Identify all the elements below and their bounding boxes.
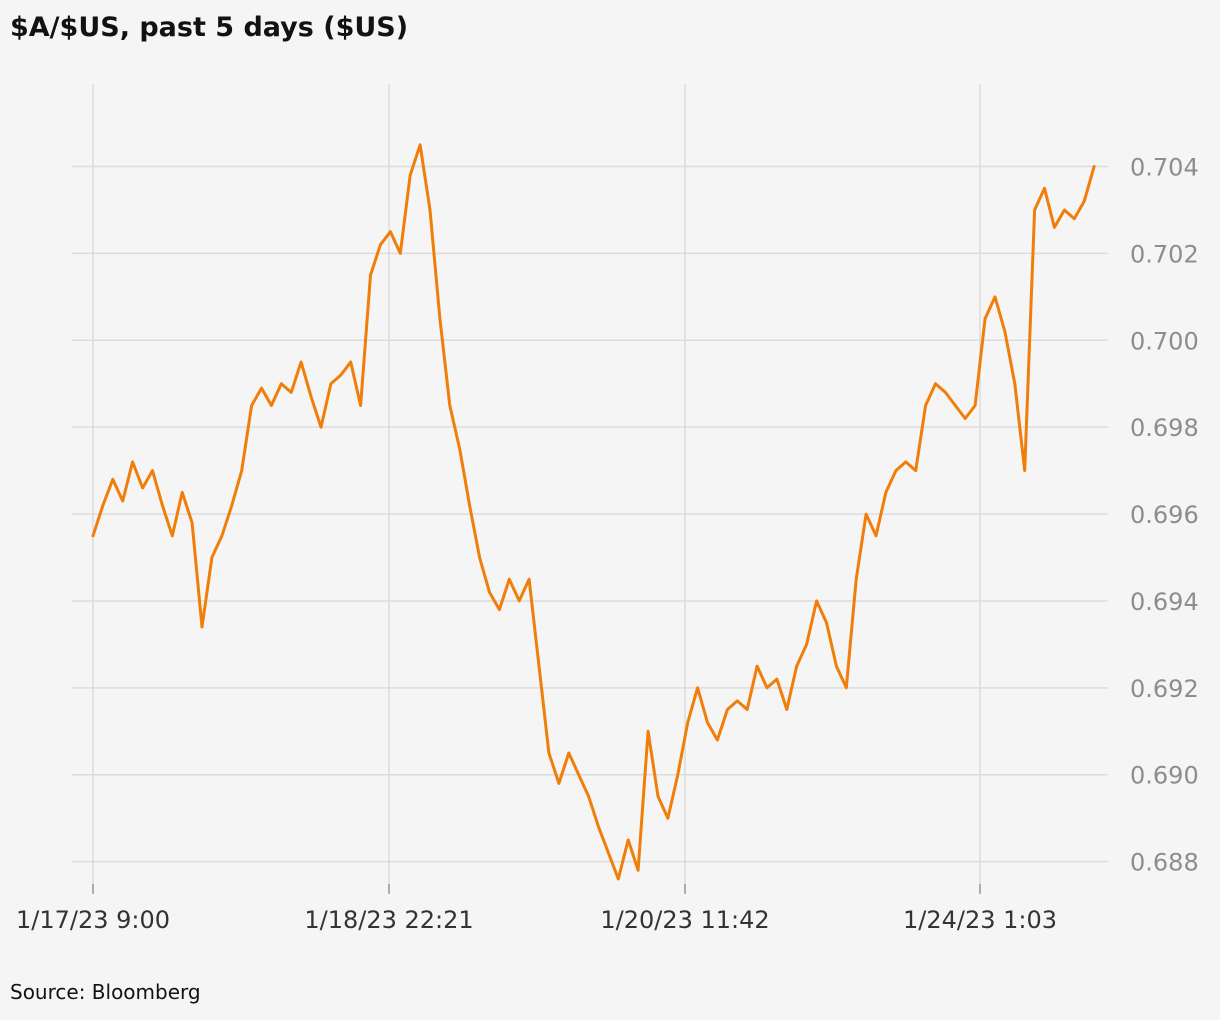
- y-tick-label: 0.704: [1130, 154, 1199, 182]
- chart-title: $A/$US, past 5 days ($US): [10, 12, 409, 43]
- y-tick-label: 0.688: [1130, 849, 1199, 877]
- y-tick-label: 0.694: [1130, 588, 1199, 616]
- y-tick-label: 0.692: [1130, 675, 1199, 703]
- series-layer: [91, 143, 1096, 881]
- y-axis-labels: 0.704 0.702 0.700 0.698 0.696 0.694 0.692 0.690…: [1130, 154, 1199, 877]
- y-tick-label: 0.700: [1130, 327, 1199, 355]
- x-tick-label: 1/17/23 9:00: [16, 906, 170, 934]
- grid: [72, 84, 1108, 894]
- x-tick-label: 1/24/23 1:03: [903, 906, 1057, 934]
- x-tick-label: 1/18/23 22:21: [304, 906, 473, 934]
- x-axis-labels: 1/17/23 9:00 1/18/23 22:21 1/20/23 11:42 1/…: [16, 906, 1057, 934]
- y-tick-label: 0.702: [1130, 240, 1199, 268]
- y-tick-label: 0.690: [1130, 762, 1199, 790]
- x-tick-label: 1/20/23 11:42: [600, 906, 769, 934]
- source-note: Source: Bloomberg: [10, 980, 201, 1004]
- series-line: [91, 143, 1096, 881]
- y-tick-label: 0.698: [1130, 414, 1199, 442]
- y-tick-label: 0.696: [1130, 501, 1199, 529]
